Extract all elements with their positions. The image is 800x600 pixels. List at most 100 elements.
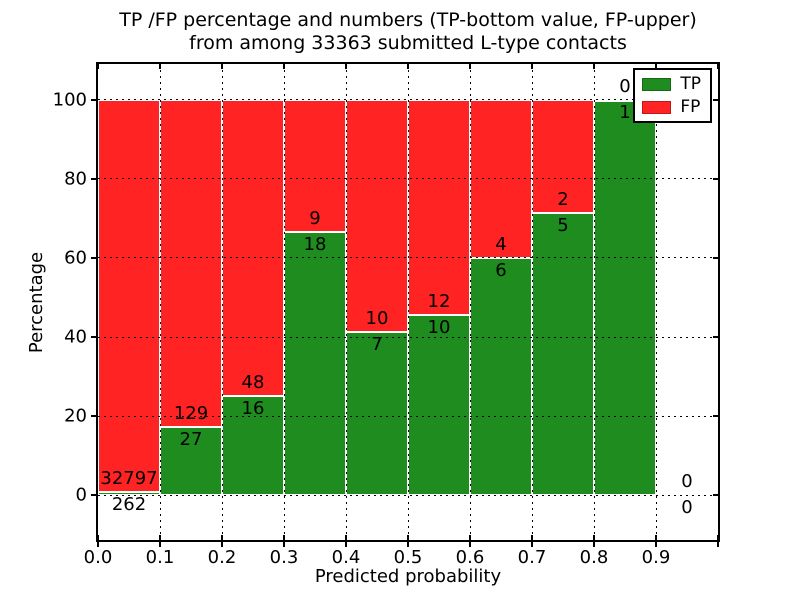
tp-count-label: 1 <box>619 101 631 123</box>
vertical-gridline <box>221 64 223 540</box>
y-tick-label: 40 <box>64 326 87 348</box>
tp-count-label: 262 <box>111 494 147 516</box>
y-tick-label: 60 <box>64 247 87 269</box>
x-tick-label: 0.5 <box>393 547 423 568</box>
y-right-tick-mark <box>713 256 718 259</box>
y-right-tick-mark <box>713 336 718 339</box>
x-tick-mark <box>407 540 409 547</box>
bar-segment-fp <box>160 99 222 427</box>
x-top-tick-mark <box>97 64 99 69</box>
legend-swatch-tp-icon <box>642 77 672 91</box>
legend-row: TP <box>642 75 701 93</box>
y-tick-label: 0 <box>75 484 87 506</box>
y-right-tick-mark <box>713 177 718 180</box>
y-tick-mark <box>91 98 98 101</box>
fp-count-label: 4 <box>495 233 507 255</box>
fp-count-label: 10 <box>365 308 389 330</box>
fp-count-label: 0 <box>619 75 631 97</box>
horizontal-gridline <box>98 178 718 180</box>
chart-title-line-2: from among 33363 submitted L-type contac… <box>189 32 627 54</box>
y-tick-mark <box>91 494 98 497</box>
fp-count-label: 9 <box>309 207 321 229</box>
legend: TP FP <box>633 68 712 123</box>
x-tick-mark <box>717 540 719 547</box>
horizontal-gridline <box>98 257 718 259</box>
y-tick-mark <box>91 415 98 418</box>
y-tick-label: 80 <box>64 168 87 190</box>
x-tick-mark <box>345 540 347 547</box>
fp-count-label: 12 <box>427 291 451 313</box>
vertical-gridline <box>655 64 657 540</box>
vertical-gridline <box>283 64 285 540</box>
x-tick-label: 0.4 <box>331 547 361 568</box>
vertical-gridline <box>531 64 533 540</box>
vertical-gridline <box>469 64 471 540</box>
fp-count-label: 2 <box>557 188 569 210</box>
tp-count-label: 5 <box>557 214 569 236</box>
legend-label: FP <box>680 97 701 117</box>
x-tick-mark <box>593 540 595 547</box>
bar-segment-fp <box>408 99 470 316</box>
chart-title-line-1: TP /FP percentage and numbers (TP-bottom… <box>119 9 697 31</box>
vertical-gridline <box>345 64 347 540</box>
tp-count-label: 7 <box>371 334 383 356</box>
vertical-gridline <box>159 64 161 540</box>
y-right-tick-mark <box>713 98 718 101</box>
x-tick-mark <box>655 540 657 547</box>
y-tick-mark <box>91 256 98 259</box>
legend-row: FP <box>642 98 701 116</box>
y-axis-label-container: Percentage <box>26 62 48 542</box>
y-axis-label: Percentage <box>26 251 48 353</box>
x-tick-label: 0.6 <box>455 547 485 568</box>
fp-count-label: 129 <box>173 402 209 424</box>
x-tick-mark-inner <box>717 535 719 540</box>
tp-count-label: 27 <box>179 428 203 450</box>
y-right-tick-mark <box>713 415 718 418</box>
tp-count-label: 18 <box>303 233 327 255</box>
fp-count-label: 48 <box>241 372 265 394</box>
y-tick-label: 20 <box>64 405 87 427</box>
x-tick-mark <box>531 540 533 547</box>
x-tick-label: 0.1 <box>145 547 175 568</box>
x-tick-mark <box>221 540 223 547</box>
legend-label: TP <box>680 74 701 94</box>
x-tick-mark <box>469 540 471 547</box>
x-tick-mark <box>159 540 161 547</box>
bar-segment-tp <box>594 99 656 496</box>
y-tick-mark <box>91 177 98 180</box>
x-tick-mark <box>97 540 99 547</box>
x-tick-mark-inner <box>97 535 99 540</box>
x-top-tick-mark <box>717 64 719 69</box>
x-tick-mark <box>283 540 285 547</box>
x-axis-label: Predicted probability <box>314 566 502 587</box>
bar-segment-tp <box>470 257 532 496</box>
plot-area: 32797 262 129 27 48 16 9 18 10 7 12 10 4 6 2 5 0 1 0 0 0.0 0.… <box>53 62 720 568</box>
x-tick-label: 0.7 <box>517 547 547 568</box>
fp-count-label: 32797 <box>100 468 158 490</box>
legend-swatch-fp-icon <box>642 100 672 114</box>
vertical-gridline <box>407 64 409 540</box>
bar-segment-tp <box>532 212 594 496</box>
bar-segment-fp <box>346 99 408 333</box>
horizontal-gridline <box>98 336 718 338</box>
x-tick-label: 0.8 <box>579 547 609 568</box>
horizontal-gridline <box>98 494 718 496</box>
bar-segment-tp <box>408 315 470 496</box>
tp-count-label: 10 <box>427 317 451 339</box>
bar-segment-fp <box>222 99 284 397</box>
x-tick-label: 0.3 <box>269 547 299 568</box>
tp-count-label: 0 <box>681 497 693 519</box>
y-tick-mark <box>91 336 98 339</box>
x-tick-label: 0.2 <box>207 547 237 568</box>
tp-count-label: 16 <box>241 398 265 420</box>
y-right-tick-mark <box>713 494 718 497</box>
horizontal-gridline <box>98 99 718 101</box>
y-tick-label: 100 <box>52 89 87 111</box>
fp-count-label: 0 <box>681 471 693 493</box>
horizontal-gridline <box>98 415 718 417</box>
bar-segment-tp <box>284 231 346 496</box>
bar-segment-fp <box>98 99 160 493</box>
x-tick-label: 0.9 <box>641 547 671 568</box>
vertical-gridline <box>593 64 595 540</box>
